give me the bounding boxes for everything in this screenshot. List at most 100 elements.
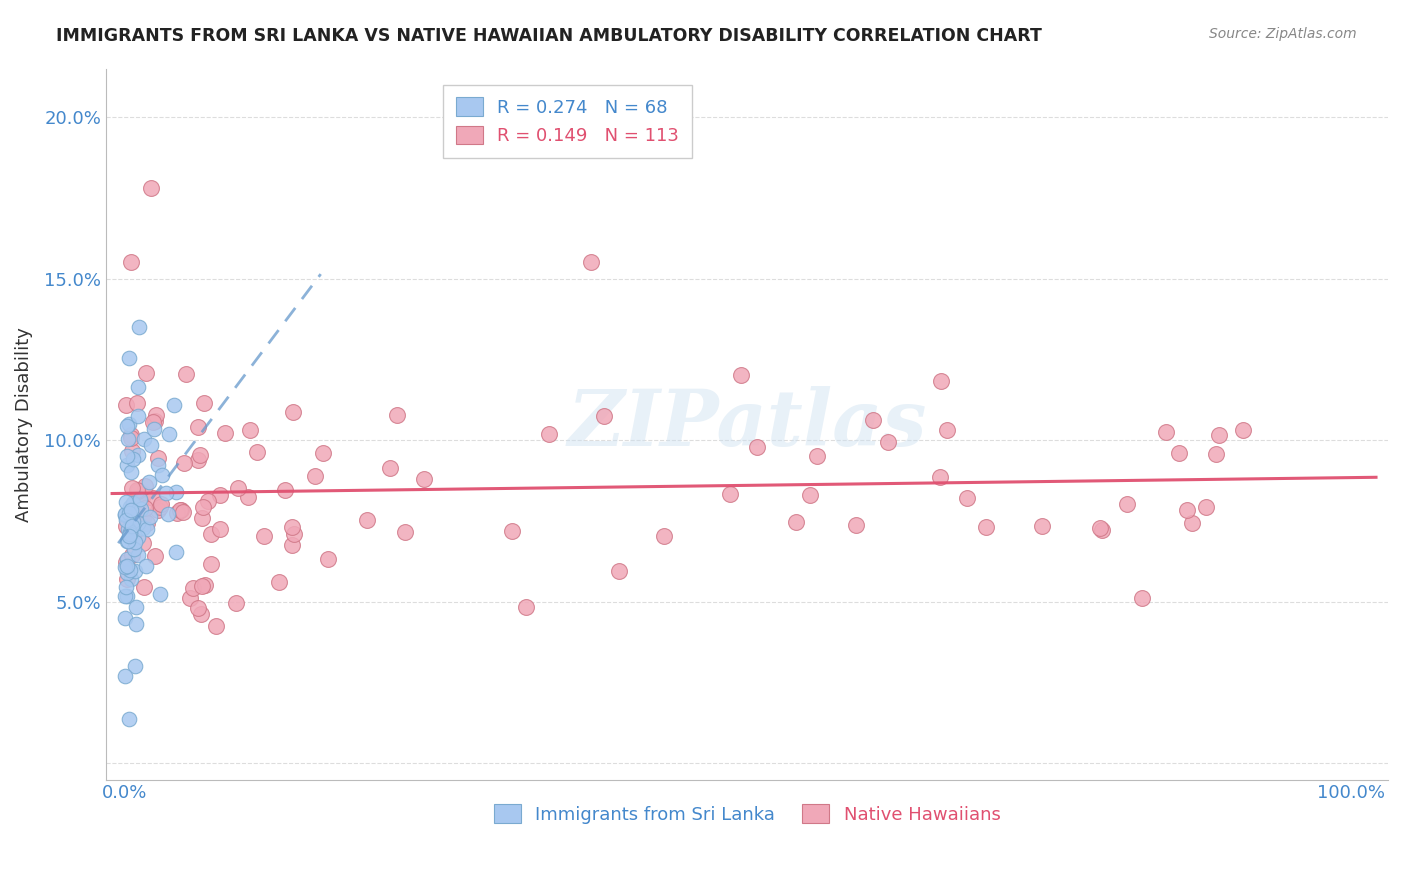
Point xyxy=(149,500,172,514)
Point xyxy=(187,452,209,467)
Point xyxy=(501,524,523,539)
Point xyxy=(139,510,162,524)
Point xyxy=(117,572,139,586)
Point xyxy=(132,536,155,550)
Point xyxy=(1195,500,1218,514)
Point xyxy=(281,519,304,533)
Point xyxy=(187,600,209,615)
Point xyxy=(155,486,177,500)
Point xyxy=(214,425,236,440)
Point xyxy=(117,522,139,536)
Point xyxy=(131,521,153,535)
Point xyxy=(579,255,602,269)
Point xyxy=(132,511,155,525)
Point xyxy=(253,529,276,543)
Point xyxy=(121,496,143,510)
Point xyxy=(200,527,222,541)
Point xyxy=(157,427,180,442)
Point xyxy=(114,398,136,412)
Text: Source: ZipAtlas.com: Source: ZipAtlas.com xyxy=(1209,27,1357,41)
Point xyxy=(146,451,169,466)
Point xyxy=(128,494,150,508)
Point xyxy=(120,572,142,586)
Point xyxy=(132,433,155,447)
Point xyxy=(538,427,561,442)
Point xyxy=(165,545,187,559)
Point xyxy=(146,458,169,472)
Point xyxy=(114,508,136,523)
Point xyxy=(122,514,145,528)
Point xyxy=(929,374,952,388)
Point xyxy=(117,432,139,446)
Y-axis label: Ambulatory Disability: Ambulatory Disability xyxy=(15,326,32,522)
Point xyxy=(114,555,136,569)
Point xyxy=(730,368,752,382)
Point xyxy=(118,563,141,577)
Point xyxy=(115,566,138,581)
Point xyxy=(118,417,141,431)
Point xyxy=(745,440,768,454)
Point xyxy=(929,470,952,484)
Point xyxy=(1168,446,1191,460)
Point xyxy=(718,486,741,500)
Point xyxy=(127,380,149,394)
Point xyxy=(267,575,290,590)
Point xyxy=(191,579,214,593)
Point xyxy=(114,507,136,521)
Point xyxy=(136,522,159,536)
Point xyxy=(120,526,142,541)
Point xyxy=(121,518,143,533)
Point xyxy=(114,668,136,682)
Point xyxy=(127,483,149,497)
Point xyxy=(187,419,209,434)
Point xyxy=(150,497,173,511)
Point xyxy=(380,461,402,475)
Point xyxy=(157,507,180,521)
Point xyxy=(115,494,138,508)
Point xyxy=(1115,497,1137,511)
Point xyxy=(120,427,142,442)
Point xyxy=(281,538,304,552)
Point xyxy=(283,527,305,541)
Point xyxy=(134,479,156,493)
Point xyxy=(125,599,148,614)
Point xyxy=(118,351,141,366)
Text: IMMIGRANTS FROM SRI LANKA VS NATIVE HAWAIIAN AMBULATORY DISABILITY CORRELATION C: IMMIGRANTS FROM SRI LANKA VS NATIVE HAWA… xyxy=(56,27,1042,45)
Point xyxy=(281,405,304,419)
Point xyxy=(593,409,616,424)
Point xyxy=(143,549,166,564)
Point xyxy=(1208,428,1230,442)
Point xyxy=(163,398,186,412)
Point xyxy=(120,502,142,516)
Point xyxy=(143,414,166,428)
Point xyxy=(115,590,138,604)
Point xyxy=(124,542,146,557)
Point xyxy=(146,503,169,517)
Point xyxy=(394,525,416,540)
Point xyxy=(179,591,201,605)
Point xyxy=(124,524,146,539)
Point xyxy=(135,559,157,574)
Point xyxy=(115,418,138,433)
Point xyxy=(121,482,143,496)
Point xyxy=(127,530,149,544)
Point xyxy=(799,488,821,502)
Point xyxy=(193,500,215,514)
Point xyxy=(115,551,138,566)
Point xyxy=(316,552,339,566)
Point xyxy=(124,659,146,673)
Point xyxy=(652,529,675,543)
Point xyxy=(209,488,232,502)
Point xyxy=(246,444,269,458)
Legend: Immigrants from Sri Lanka, Native Hawaiians: Immigrants from Sri Lanka, Native Hawaii… xyxy=(482,794,1011,835)
Point xyxy=(1177,503,1199,517)
Point xyxy=(145,408,167,422)
Point xyxy=(356,513,378,527)
Point xyxy=(238,423,260,437)
Point xyxy=(236,490,259,504)
Point xyxy=(143,422,166,436)
Point xyxy=(128,320,150,334)
Point xyxy=(197,493,219,508)
Point xyxy=(387,409,409,423)
Point xyxy=(114,589,136,603)
